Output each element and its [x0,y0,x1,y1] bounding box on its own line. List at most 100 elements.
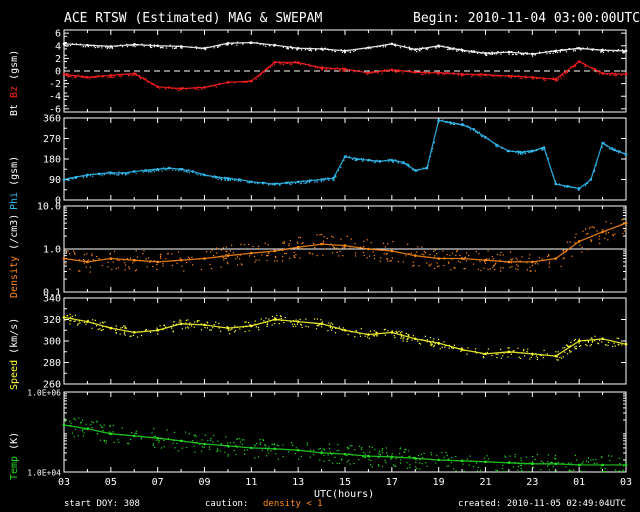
series-density-sample [316,255,318,257]
series-density-sample [510,262,512,264]
series-density-point [273,249,277,253]
y-tick-label-speed: 260 [43,380,61,391]
series-speed-sample [290,321,292,323]
series-density-sample [390,260,392,262]
series-density-sample [160,253,162,255]
series-temp-sample [174,447,176,449]
series-phi-sample [151,169,153,171]
series-density-sample [483,261,485,263]
series-density-sample [418,265,420,267]
x-tick-label: 11 [245,477,257,488]
series-bz-sample [499,75,501,77]
series-density-sample [186,261,188,264]
series-speed-sample [455,347,457,349]
series-phi-sample [275,182,277,184]
series-bt-sample [485,54,487,56]
series-phi-sample [429,156,432,158]
series-speed-sample [575,345,577,347]
series-speed-line [64,317,626,356]
series-temp-sample [379,454,381,456]
series-speed-sample [292,323,294,325]
series-density-sample [213,255,215,257]
series-speed-sample [338,326,340,328]
series-temp-sample [520,459,522,462]
series-phi-sample [542,149,544,151]
series-speed-sample [474,350,476,352]
series-phi-sample [457,123,459,125]
series-bt-sample [82,46,84,48]
series-bt-sample [574,50,576,52]
series-density-sample [142,253,144,255]
series-temp-sample [415,459,417,461]
series-phi-sample [300,182,302,184]
series-bz-sample [441,72,443,74]
series-bt-sample [577,47,579,49]
series-density-sample [566,241,568,243]
series-temp-sample [267,452,269,454]
series-temp-sample [73,436,75,438]
series-bt-sample [315,48,317,50]
series-phi-sample [82,177,84,179]
series-bz-sample [144,78,146,80]
series-phi-sample [343,159,345,161]
series-phi-sample [281,182,283,185]
series-bt-sample [251,42,253,44]
series-temp-sample [509,461,511,463]
series-speed-sample [502,355,504,357]
series-bz-sample [383,69,386,71]
series-phi-sample [109,171,111,173]
series-speed-sample [102,328,104,331]
series-bz-sample [552,78,554,80]
series-speed-sample [359,333,361,335]
series-bz-sample [476,74,479,76]
series-speed-sample [393,335,395,337]
series-temp-sample [262,439,264,441]
series-temp-sample [548,464,550,466]
series-bt-sample [493,53,496,55]
series-speed-sample [556,359,558,361]
series-bt-sample [511,51,513,53]
series-density-sample [283,241,285,243]
series-speed-sample [71,318,73,320]
series-phi-sample [200,172,202,175]
series-bt-sample [420,48,422,50]
series-density-sample [289,240,291,242]
series-temp-sample [622,469,624,471]
series-bt-sample [195,47,198,50]
series-bt-sample [508,53,510,55]
series-speed-sample [430,342,432,344]
series-density-sample [146,266,148,268]
caution-label: caution: [205,499,249,509]
series-temp-sample [259,438,261,441]
series-bt-sample [565,51,568,53]
series-speed-sample [586,345,588,347]
series-phi-sample [447,121,449,124]
series-bz-sample [609,74,611,76]
series-phi-sample [518,150,520,152]
series-density-sample [464,257,466,259]
series-bt-sample [486,54,488,56]
series-temp-sample [300,455,302,457]
series-speed-sample [196,320,199,322]
series-density-sample [434,255,436,257]
series-bt-sample [98,46,100,48]
series-phi-sample [618,152,620,154]
series-phi-sample [161,170,163,172]
series-bz-sample [489,73,491,76]
y-axis-label-part: (gsm) [9,49,20,80]
series-temp-sample [261,449,263,451]
series-phi-sample [217,178,219,180]
x-tick-label: 19 [433,477,445,488]
series-temp-sample [208,446,211,448]
series-bt-sample [622,51,624,53]
series-bz-sample [532,78,534,80]
series-density-sample [451,258,453,260]
series-speed-sample [439,348,441,350]
series-density-sample [167,253,169,255]
series-bt-sample [462,51,464,53]
series-phi-sample [288,183,291,185]
series-bt-sample [324,47,326,49]
series-speed-sample [248,330,250,332]
series-temp-sample [509,455,511,457]
series-phi-sample [506,150,508,153]
